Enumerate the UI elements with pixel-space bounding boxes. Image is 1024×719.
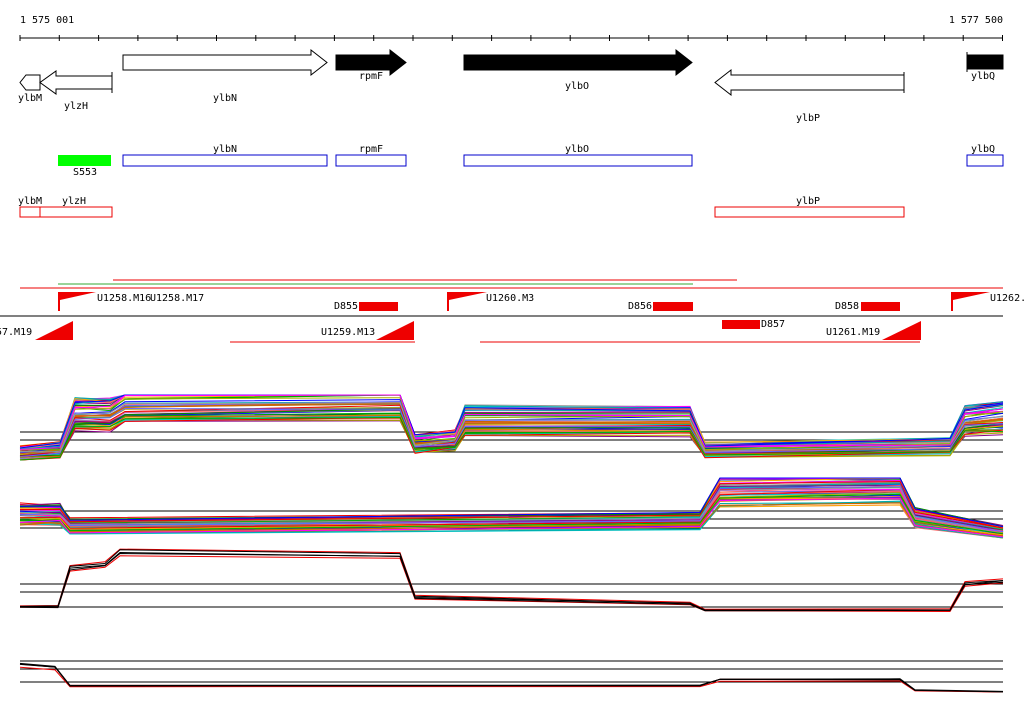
feature-label: rpmF (359, 144, 383, 155)
segment-label: U1258.M17 (150, 293, 204, 304)
genes (19, 48, 1004, 97)
features: ylbN rpmF ylbO ylbQ S553 (58, 144, 1004, 178)
expression-trace (19, 477, 1004, 528)
segments: U1258.M16 U1258.M17 D855 U1260.M3 D856 D… (0, 279, 1024, 343)
expression-trace (19, 480, 1004, 529)
segment-label: 57.M19 (0, 327, 32, 338)
feature-box (122, 154, 328, 167)
feature-label: ylbN (213, 144, 237, 155)
gene-arrow (714, 68, 905, 97)
segment-label: U1259.M13 (321, 327, 375, 338)
segment-label: U1258.M16 (97, 293, 151, 304)
gene-label: ylzH (64, 101, 88, 112)
annotation-box (19, 206, 41, 218)
feature-box (463, 154, 693, 167)
gene-label: ylbO (565, 81, 589, 92)
ruler-ticks (19, 35, 1003, 41)
gene-label: ylbN (213, 93, 237, 104)
feature-label: S553 (73, 167, 97, 178)
feature-box (58, 155, 111, 166)
expression-trace (19, 416, 1004, 461)
expression-trace (19, 666, 1004, 693)
annotation-label: ylbM (18, 196, 42, 207)
segment-flag (951, 292, 990, 311)
segment-block (653, 302, 693, 311)
feature-box (335, 154, 407, 167)
expression-trace (19, 408, 1004, 457)
expression-traces (19, 394, 1004, 693)
expression-trace (19, 663, 1004, 693)
feature-label: ylbQ (971, 144, 995, 155)
expression-trace (19, 484, 1004, 532)
segment-block (861, 302, 900, 311)
expression-trace (19, 394, 1004, 449)
segment-flag (376, 321, 414, 340)
segment-label: D856 (628, 301, 652, 312)
expression-trace (19, 407, 1004, 458)
ruler: 1 575 001 1 577 500 (19, 15, 1003, 41)
ruler-end: 1 577 500 (949, 15, 1003, 26)
gene-arrow (19, 74, 41, 91)
segment-label: D858 (835, 301, 859, 312)
segment-label: U1261.M19 (826, 327, 880, 338)
segment-label: U1260.M3 (486, 293, 534, 304)
ruler-start: 1 575 001 (20, 15, 74, 26)
expression-trace (19, 397, 1004, 451)
feature-label: ylbO (565, 144, 589, 155)
expression-trace (19, 402, 1004, 453)
annotation-label: ylbP (796, 196, 820, 207)
segment-label: D855 (334, 301, 358, 312)
gene-label: ylbM (18, 93, 42, 104)
expression-trace (19, 663, 1004, 693)
expression-trace (19, 497, 1004, 538)
annotations: ylbM ylzH ylbP (18, 196, 905, 218)
gene-label: rpmF (359, 71, 383, 82)
gene-arrow (122, 48, 328, 77)
gene-arrow (39, 70, 113, 95)
segment-flag (447, 292, 487, 311)
gene-arrow (335, 48, 407, 77)
annotation-box (39, 206, 113, 218)
segment-label: D857 (761, 319, 785, 330)
gene-label: ylbQ (971, 71, 995, 82)
segment-flag (882, 321, 921, 340)
expression-trace (19, 394, 1004, 450)
expression-trace (19, 663, 1004, 693)
segment-block (359, 302, 398, 311)
gene-box (966, 54, 1004, 70)
segment-flag (58, 292, 96, 311)
feature-box (966, 154, 1004, 167)
segment-flag (35, 321, 73, 340)
annotation-label: ylzH (62, 196, 86, 207)
expression-trace (19, 662, 1004, 692)
annotation-box (714, 206, 905, 218)
expression-trace (19, 394, 1004, 450)
segment-block (722, 320, 760, 329)
expression-trace (19, 416, 1004, 461)
segment-label: U1262. (990, 293, 1024, 304)
expression-trace (19, 552, 1004, 612)
gene-arrow (463, 48, 693, 77)
expression-trace (19, 487, 1004, 534)
expression-trace (19, 551, 1004, 612)
gene-labels: ylbM ylzH ylbN rpmF ylbO ylbP ylbQ (18, 71, 995, 124)
gene-label: ylbP (796, 113, 820, 124)
